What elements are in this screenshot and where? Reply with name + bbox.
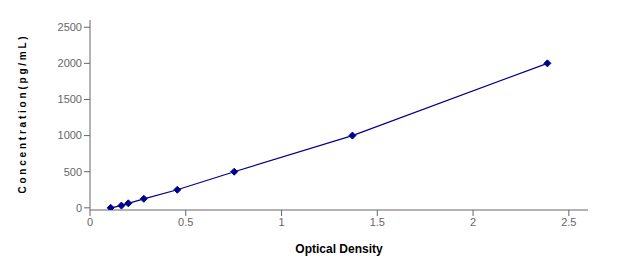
svg-text:2000: 2000 [58,57,82,69]
svg-text:0.5: 0.5 [178,216,193,228]
svg-text:500: 500 [64,166,82,178]
svg-text:0: 0 [76,202,82,214]
svg-text:1.5: 1.5 [370,216,385,228]
svg-text:2.5: 2.5 [561,216,576,228]
svg-text:1000: 1000 [58,129,82,141]
svg-text:C o n c e n t r a t i o n ( p: C o n c e n t r a t i o n ( p g / m L ) [17,36,28,193]
svg-text:1500: 1500 [58,93,82,105]
svg-text:2500: 2500 [58,21,82,33]
svg-text:Optical Density: Optical Density [295,242,383,256]
svg-text:2: 2 [470,216,476,228]
svg-text:0: 0 [87,216,93,228]
svg-text:1: 1 [278,216,284,228]
